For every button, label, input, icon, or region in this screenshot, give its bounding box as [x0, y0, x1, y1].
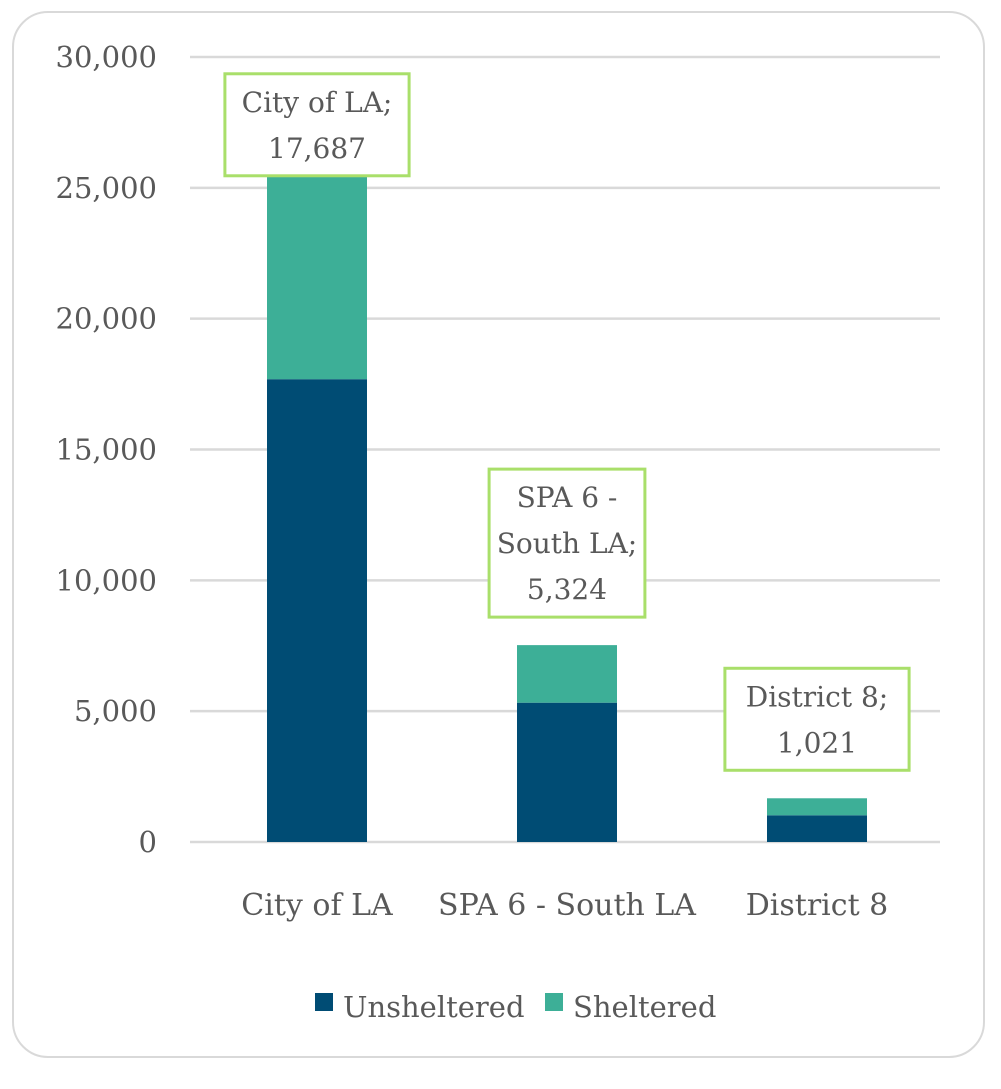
data-label-box — [223, 72, 411, 178]
bars — [267, 173, 867, 842]
y-tick-label: 15,000 — [56, 433, 157, 467]
data-label-box — [723, 666, 911, 772]
legend: Unsheltered Sheltered — [315, 990, 716, 1024]
bar-sheltered-2 — [767, 798, 867, 816]
legend-swatch — [545, 993, 563, 1011]
data-label-2: District 8; 1,021 — [723, 666, 911, 772]
data-label-text: SPA 6 - — [517, 481, 618, 514]
y-tick-label: 25,000 — [56, 171, 157, 205]
bar-sheltered-1 — [517, 645, 617, 703]
y-tick-label: 0 — [139, 825, 157, 859]
legend-item-sheltered: Sheltered — [545, 990, 716, 1024]
data-label-0: City of LA; 17,687 — [223, 72, 411, 178]
y-axis: 0 5,000 10,000 15,000 20,000 25,000 30,000 — [56, 40, 157, 859]
data-label-text: City of LA; — [242, 86, 393, 119]
y-tick-label: 20,000 — [56, 302, 157, 336]
legend-swatch — [315, 993, 333, 1011]
y-tick-label: 30,000 — [56, 40, 157, 74]
bar-unsheltered-2 — [767, 815, 867, 842]
data-label-1: SPA 6 - South LA; 5,324 — [487, 467, 647, 619]
bar-sheltered-0 — [267, 173, 367, 380]
legend-label: Sheltered — [573, 990, 716, 1024]
y-tick-label: 5,000 — [74, 694, 157, 728]
x-axis: City of LA SPA 6 - South LA District 8 — [241, 888, 888, 923]
data-label-text: 17,687 — [268, 132, 366, 165]
x-tick-label: SPA 6 - South LA — [438, 888, 696, 923]
data-label-text: South LA; — [497, 527, 638, 560]
x-tick-label: City of LA — [241, 888, 393, 923]
data-labels: City of LA; 17,687 SPA 6 - South LA; 5,324 Di… — [223, 72, 911, 772]
x-tick-label: District 8 — [746, 888, 889, 923]
y-tick-label: 10,000 — [56, 563, 157, 597]
data-label-text: 1,021 — [777, 726, 857, 759]
data-label-text: District 8; — [746, 680, 888, 713]
legend-label: Unsheltered — [343, 990, 525, 1024]
bar-unsheltered-1 — [517, 702, 617, 842]
bar-unsheltered-0 — [267, 379, 367, 842]
data-label-text: 5,324 — [527, 573, 607, 606]
data-label-box — [487, 467, 647, 619]
legend-item-unsheltered: Unsheltered — [315, 990, 525, 1024]
